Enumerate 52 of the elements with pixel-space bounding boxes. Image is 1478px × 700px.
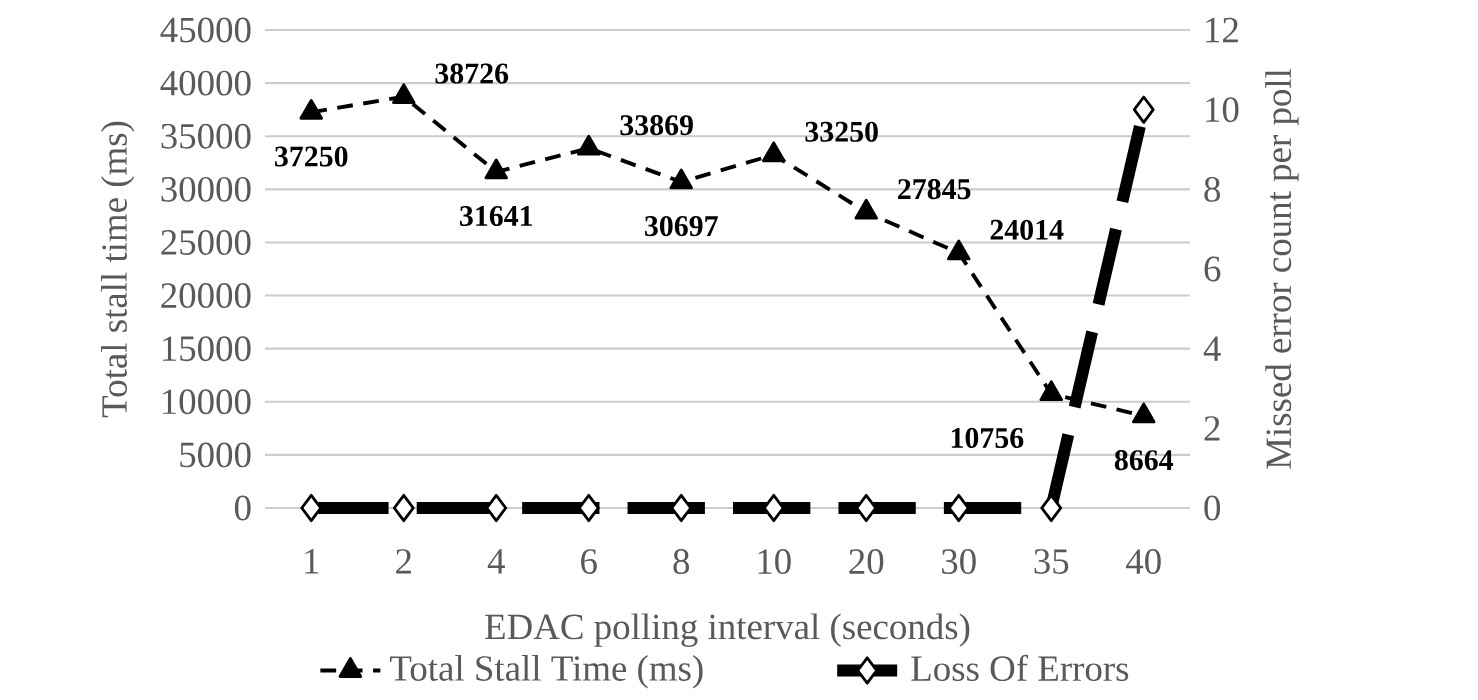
y-tick-label: 0 [234, 495, 251, 521]
legend-label: Total Stall Time (ms) [389, 654, 703, 689]
point [669, 168, 694, 190]
data-label: 31641 [460, 205, 533, 226]
data-label: 24014 [990, 219, 1064, 240]
y-tick-label: 40000 [160, 70, 251, 96]
y2-tick-label: 2 [1204, 415, 1220, 441]
x-axis-title: EDAC polling interval (seconds) [485, 613, 970, 647]
y2-tick-label: 0 [1204, 495, 1221, 521]
data-label: 10756 [951, 427, 1024, 448]
y2-tick-label: 12 [1206, 17, 1238, 43]
y-tick-label: 15000 [163, 336, 251, 361]
y-tick-label: 20000 [161, 282, 251, 308]
point [1039, 380, 1064, 401]
point [946, 239, 971, 261]
data-label: 38726 [435, 63, 509, 84]
y-tick-label: 25000 [161, 229, 251, 255]
x-tick-label: 1 [305, 548, 319, 574]
y2-tick-label: 4 [1203, 336, 1221, 361]
x-tick-label: 6 [581, 548, 597, 574]
y-tick-label: 35000 [161, 123, 251, 149]
data-label: 27845 [898, 178, 971, 200]
point [577, 134, 601, 156]
y2-tick-label: 8 [1204, 176, 1221, 202]
point [762, 141, 786, 163]
data-label: 8664 [1114, 449, 1174, 471]
y2-tick-label: 10 [1206, 97, 1239, 122]
x-tick-label: 20 [849, 548, 884, 574]
legend-label: Loss Of Errors [911, 654, 1129, 681]
y-tick-label: 30000 [161, 176, 251, 202]
x-tick-label: 10 [758, 548, 791, 574]
y-tick-label: 5000 [180, 442, 251, 468]
point [392, 83, 416, 104]
point [1131, 402, 1156, 424]
x-tick-label: 4 [487, 548, 505, 574]
y-tick-label: 45000 [160, 17, 251, 43]
point [854, 198, 879, 220]
point [484, 158, 509, 180]
x-tick-label: 2 [396, 548, 411, 574]
y2-tick-label: 6 [1204, 256, 1221, 282]
y-axis-title: Total stall time (ms) [101, 121, 135, 418]
x-tick-label: 35 [1034, 548, 1069, 574]
x-tick-label: 30 [942, 548, 976, 574]
data-label: 30697 [645, 215, 718, 236]
data-label: 37250 [275, 146, 348, 167]
x-tick-label: 40 [1126, 548, 1161, 574]
x-tick-label: 8 [673, 548, 690, 574]
y-tick-label: 10000 [163, 389, 251, 415]
point [299, 98, 324, 120]
data-label: 33869 [620, 114, 693, 136]
data-label: 33250 [805, 121, 878, 142]
y2-axis-title: Missed error count per poll [1265, 68, 1299, 469]
